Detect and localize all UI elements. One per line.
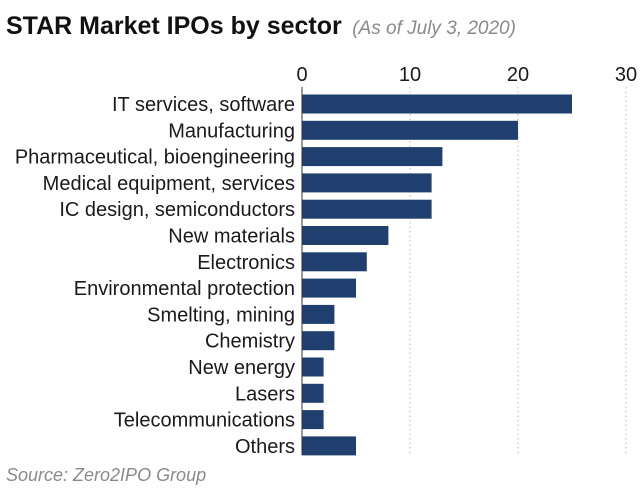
- bar-0: [302, 94, 572, 114]
- chart-title-row: STAR Market IPOs by sector (As of July 3…: [6, 12, 516, 41]
- bar-4: [302, 199, 432, 219]
- bar-13: [302, 436, 356, 456]
- bar-9: [302, 331, 335, 351]
- category-label-1: Manufacturing: [168, 120, 295, 142]
- bar-5: [302, 226, 389, 245]
- category-label-2: Pharmaceutical, bioengineering: [15, 147, 295, 169]
- category-label-6: Electronics: [197, 252, 295, 274]
- category-label-5: New materials: [168, 226, 295, 248]
- bar-8: [302, 304, 335, 324]
- category-label-13: Others: [235, 436, 295, 458]
- category-label-9: Chemistry: [205, 331, 295, 353]
- category-label-8: Smelting, mining: [147, 304, 295, 326]
- x-tick-label-0: 0: [296, 64, 307, 86]
- bar-1: [302, 120, 518, 140]
- bar-12: [302, 410, 324, 430]
- x-tick-label-30: 30: [615, 64, 637, 86]
- category-label-7: Environmental protection: [74, 278, 295, 300]
- bar-11: [302, 383, 324, 403]
- category-label-4: IC design, semiconductors: [59, 199, 295, 221]
- source-note: Source: Zero2IPO Group: [6, 465, 207, 485]
- x-tick-label-10: 10: [399, 64, 421, 86]
- chart-title: STAR Market IPOs by sector: [6, 12, 342, 40]
- category-label-0: IT services, software: [112, 94, 295, 116]
- category-label-12: Telecommunications: [114, 410, 295, 432]
- bar-7: [302, 278, 356, 298]
- x-tick-label-20: 20: [507, 64, 529, 86]
- category-label-10: New energy: [188, 357, 295, 379]
- bar-10: [302, 357, 324, 377]
- chart-subtitle: (As of July 3, 2020): [352, 18, 516, 39]
- bar-3: [302, 173, 432, 193]
- category-label-11: Lasers: [235, 383, 295, 405]
- category-label-3: Medical equipment, services: [43, 173, 295, 195]
- bar-6: [302, 252, 367, 272]
- bar-2: [302, 147, 443, 167]
